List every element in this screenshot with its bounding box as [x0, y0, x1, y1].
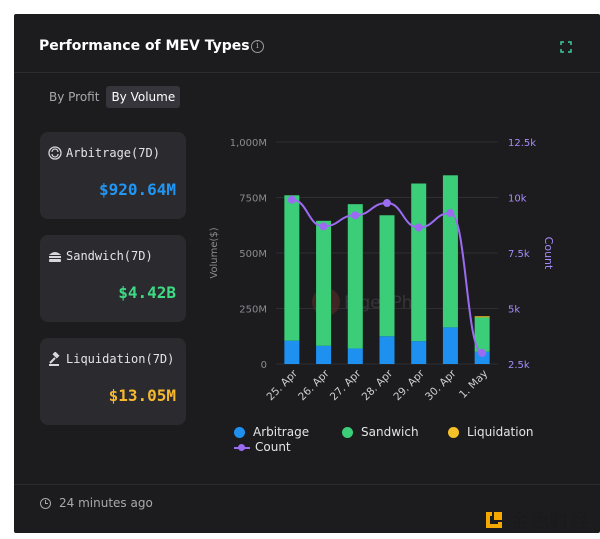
x-tick-label: 1. May — [457, 368, 490, 401]
y-tick-label: 0 — [261, 360, 267, 371]
arbitrage-icon — [48, 146, 62, 160]
panel-header: Performance of MEV Types i — [14, 14, 600, 73]
x-tick-label: 29. Apr — [391, 367, 427, 403]
bar-sandwich — [442, 175, 458, 328]
x-tick-label: 25. Apr — [264, 367, 300, 403]
count-point — [414, 223, 423, 232]
count-point — [351, 211, 360, 220]
legend-sandwich[interactable]: Sandwich — [342, 425, 419, 439]
toggle-by-profit[interactable]: By Profit — [49, 90, 100, 104]
count-point — [446, 209, 455, 218]
count-point — [478, 348, 487, 357]
y2-tick-label: 12.5k — [508, 138, 536, 149]
gavel-icon — [49, 352, 60, 366]
y-tick-label: 500M — [239, 249, 267, 260]
mev-performance-panel: Performance of MEV Types i By Profit By … — [14, 14, 600, 533]
legend-count[interactable]: Count — [234, 440, 291, 454]
bar-arbitrage — [411, 341, 427, 364]
volume-chart: 0 250M 500M 750M 1,000M 2.5k 5k 7.5k 10k 12.5k Vol… — [209, 138, 555, 403]
expand-icon[interactable] — [560, 41, 572, 53]
footer-divider — [14, 484, 600, 485]
bar-liquidation — [474, 316, 490, 318]
y-tick-label: 1,000M — [230, 138, 267, 149]
count-point — [319, 222, 328, 231]
card-liquidation: Liquidation(7D) $13.05M — [40, 338, 186, 425]
y2-axis-title: Count — [542, 237, 555, 270]
card-arbitrage-label: Arbitrage(7D) — [66, 146, 160, 160]
x-tick-label: 26. Apr — [296, 367, 332, 403]
bar-sandwich — [411, 183, 427, 342]
panel-footer: 24 minutes ago — [40, 496, 153, 510]
card-liquidation-label: Liquidation(7D) — [66, 352, 175, 366]
y-tick-label: 250M — [239, 305, 267, 316]
y2-tick-label: 2.5k — [508, 360, 530, 371]
bar-sandwich — [379, 215, 395, 337]
toggle-by-volume[interactable]: By Volume — [106, 86, 181, 108]
legend-liquidation[interactable]: Liquidation — [448, 425, 534, 439]
card-sandwich-value: $4.42B — [118, 283, 176, 302]
x-tick-label: 28. Apr — [360, 367, 396, 403]
card-sandwich: Sandwich(7D) $4.42B — [40, 235, 186, 322]
count-point — [287, 195, 296, 204]
legend-arbitrage[interactable]: Arbitrage — [234, 425, 309, 439]
bar-arbitrage — [347, 348, 363, 364]
sandwich-icon — [49, 252, 61, 262]
brand-name: 金色财经 — [510, 510, 591, 532]
info-icon[interactable]: i — [251, 40, 264, 53]
last-updated: 24 minutes ago — [59, 496, 153, 510]
bar-arbitrage — [316, 345, 332, 364]
y2-tick-label: 10k — [508, 194, 527, 205]
x-tick-label: 27. Apr — [328, 367, 364, 403]
y2-tick-label: 7.5k — [508, 249, 530, 260]
card-liquidation-value: $13.05M — [108, 386, 176, 405]
y-tick-label: 750M — [239, 194, 267, 205]
y-axis-title: Volume($) — [209, 227, 220, 278]
bar-sandwich — [316, 220, 332, 346]
card-arbitrage: Arbitrage(7D) $920.64M — [40, 132, 186, 219]
bar-arbitrage — [474, 351, 490, 364]
bar-sandwich — [347, 204, 363, 349]
brand-mark-icon — [486, 511, 502, 528]
metric-toggle: By Profit By Volume — [44, 85, 182, 109]
bar-arbitrage — [284, 340, 300, 364]
bar-arbitrage — [442, 327, 458, 364]
bar-arbitrage — [379, 336, 395, 364]
card-sandwich-label: Sandwich(7D) — [66, 249, 153, 263]
bar-sandwich — [284, 195, 300, 341]
x-tick-label: 30. Apr — [423, 367, 459, 403]
y2-tick-label: 5k — [508, 305, 520, 316]
card-arbitrage-value: $920.64M — [98, 180, 176, 199]
count-point — [383, 199, 391, 208]
bar-sandwich — [474, 317, 490, 352]
brand-logo: 金色财经 — [484, 506, 590, 533]
clock-icon — [40, 497, 51, 509]
panel-title: Performance of MEV Types — [39, 38, 250, 54]
